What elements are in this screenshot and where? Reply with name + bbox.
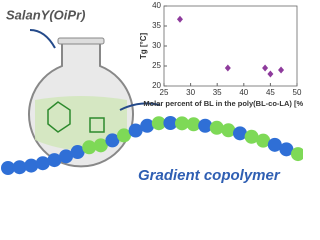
bead (140, 119, 154, 133)
graphical-abstract: SalanY(OiPr) Gradient copolymer 25 30 35 40… (0, 0, 303, 189)
x-axis-label: Molar percent of BL in the poly(BL-co-LA… (143, 99, 303, 108)
x-tick-label: 40 (239, 88, 248, 97)
y-axis-label: Tg [°C] (139, 33, 148, 60)
product-label: Gradient copolymer (138, 167, 281, 184)
point (278, 67, 284, 74)
chart: 25 30 35 40 45 502025303540Molar percent of B… (139, 1, 303, 108)
point (262, 65, 268, 72)
y-tick-label: 35 (152, 21, 161, 30)
catalyst-label: SalanY(OiPr) (6, 7, 85, 22)
point (177, 16, 183, 23)
plot-frame (164, 6, 297, 86)
point (225, 65, 231, 72)
bead (210, 121, 224, 135)
y-tick-label: 20 (152, 81, 161, 90)
point (267, 71, 273, 78)
y-tick-label: 40 (152, 1, 161, 10)
x-tick-label: 50 (293, 88, 302, 97)
x-tick-label: 35 (213, 88, 222, 97)
y-tick-label: 30 (152, 41, 161, 50)
x-tick-label: 45 (266, 88, 275, 97)
bead (24, 159, 38, 173)
y-tick-label: 25 (152, 61, 161, 70)
x-tick-label: 30 (186, 88, 195, 97)
